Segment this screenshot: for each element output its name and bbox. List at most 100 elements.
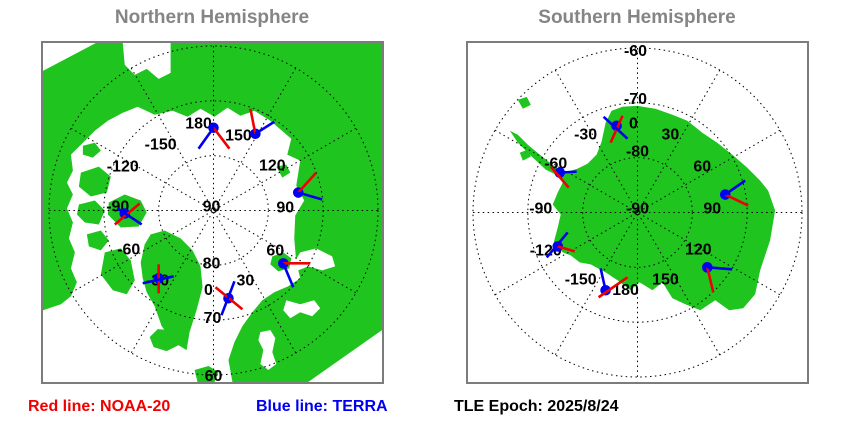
- latitude-circle-80s: [582, 157, 693, 268]
- noaa20-direction-line: [557, 245, 576, 253]
- legend-terra: Blue line: TERRA: [256, 398, 388, 415]
- sea-barents-bay: [294, 248, 336, 271]
- grid-label: 90: [276, 200, 294, 217]
- grid-label: 30: [237, 272, 255, 289]
- grid-label: 60: [266, 242, 284, 259]
- grid-label: -90: [529, 200, 552, 217]
- grid-label: 150: [225, 128, 252, 145]
- grid-label: 180: [185, 116, 212, 133]
- north-map-title: Northern Hemisphere: [114, 7, 310, 28]
- south-hemisphere-map: -60 -70 0 30 -30 -80 60 -60 90 -90 -90 120 -120 150 -1…: [466, 41, 809, 384]
- satellite-marker: [545, 231, 576, 259]
- south-map-title: Southern Hemisphere: [538, 7, 736, 28]
- terra-direction-line: [142, 275, 174, 285]
- terra-direction-line: [220, 280, 236, 316]
- grid-label: 30: [662, 127, 680, 144]
- island-bering: [82, 142, 101, 158]
- terra-direction-line: [707, 266, 733, 271]
- terra-direction-line: [254, 120, 276, 135]
- satellite-marker: [719, 179, 749, 207]
- grid-label: 80: [203, 255, 221, 272]
- landmass-greenland: [140, 230, 203, 351]
- satellite-marker: [142, 264, 174, 294]
- grid-label: -80: [626, 144, 649, 161]
- north-graticule: [48, 45, 379, 376]
- sea-gulf-of-bothnia: [258, 330, 277, 371]
- island-iceland: [149, 329, 182, 352]
- noaa20-direction-line: [212, 126, 231, 150]
- satellite-marker: [549, 165, 577, 189]
- terra-direction-line: [724, 179, 746, 196]
- grid-label: -70: [624, 91, 647, 108]
- north-hemisphere-map: 180150-150120-12090-9060-6030-3090800706…: [41, 41, 384, 384]
- island-banks: [76, 200, 105, 225]
- north-grid-labels: 180150-150120-12090-9060-6030-3090800706…: [106, 116, 294, 382]
- terra-direction-line: [197, 126, 215, 150]
- meridian-30s: [494, 129, 781, 296]
- noaa20-direction-line: [549, 165, 570, 189]
- landmass-eurasia-alaska: [43, 43, 382, 382]
- grid-label: -150: [145, 137, 177, 154]
- grid-label: 90: [703, 200, 721, 217]
- meridian-120: [130, 67, 297, 354]
- meridian-150: [70, 127, 357, 294]
- island-peninsula-islet-1: [517, 96, 531, 109]
- legend-noaa20: Red line: NOAA-20: [28, 398, 171, 415]
- terra-direction-line: [599, 268, 607, 291]
- grid-label: -120: [107, 159, 139, 176]
- satellite-marker: [214, 280, 244, 316]
- south-graticule: [472, 47, 803, 378]
- south-satellite-markers: [545, 115, 749, 299]
- noaa20-direction-line: [706, 267, 715, 293]
- noaa20-direction-line: [249, 108, 257, 134]
- terra-direction-line: [602, 115, 629, 140]
- legend-tle-epoch: TLE Epoch: 2025/8/24: [454, 398, 619, 415]
- island-peninsula-islet-2: [519, 149, 531, 161]
- satellite-marker: [278, 258, 311, 288]
- landmass-antarctica: [509, 105, 776, 311]
- meridian-150s: [494, 129, 781, 296]
- grid-label: 60: [693, 159, 711, 176]
- terra-direction-line: [545, 231, 569, 259]
- grid-label: 0: [629, 116, 638, 133]
- terra-direction-line: [282, 262, 295, 288]
- island-baffin: [100, 248, 135, 295]
- meridian-60: [130, 67, 297, 354]
- grid-label: 150: [652, 271, 679, 288]
- latitude-circle-60: [48, 45, 379, 376]
- satellite-marker: [602, 115, 629, 144]
- grid-label: 60: [205, 368, 223, 382]
- grid-label: -30: [574, 127, 597, 144]
- grid-label: -60: [624, 43, 647, 60]
- sea-white-sea: [283, 300, 321, 319]
- island-small-arctic: [86, 230, 109, 251]
- noaa20-direction-line: [724, 193, 749, 207]
- meridian-120s: [554, 69, 721, 356]
- noaa20-direction-line: [597, 276, 629, 299]
- grid-label: 120: [685, 241, 712, 258]
- grid-label: 90: [203, 199, 221, 216]
- north-map-svg: 180150-150120-12090-9060-6030-3090800706…: [43, 43, 382, 382]
- grid-label: -60: [117, 241, 140, 258]
- satellite-marker: [197, 122, 231, 150]
- satellite-marker: [113, 202, 143, 226]
- meridian-30: [70, 127, 357, 294]
- meridian-60s: [554, 69, 721, 356]
- grid-label: 120: [259, 158, 286, 175]
- terra-direction-line: [297, 191, 323, 201]
- south-landmasses: [509, 96, 776, 311]
- grid-label: 180: [612, 282, 639, 299]
- satellite-marker: [249, 108, 276, 140]
- north-landmasses: [43, 43, 382, 382]
- grid-label: 0: [204, 282, 213, 299]
- grid-label: -150: [565, 271, 597, 288]
- terra-direction-line: [117, 207, 143, 226]
- island-britain: [194, 366, 219, 382]
- satellite-marker: [597, 268, 629, 299]
- latitude-circle-60s: [472, 47, 803, 378]
- north-satellite-markers: [113, 108, 323, 316]
- island-victoria: [78, 166, 111, 197]
- noaa20-direction-line: [297, 171, 318, 194]
- island-franz-josef: [276, 164, 291, 178]
